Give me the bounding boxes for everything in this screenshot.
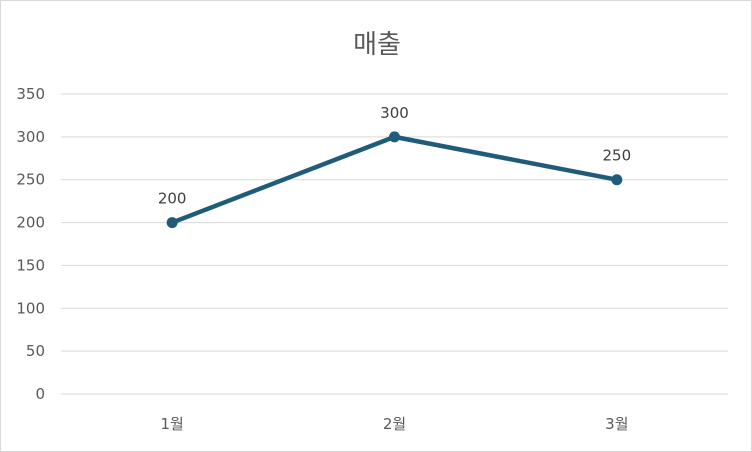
y-tick-label: 50 [26,342,45,360]
y-tick-label: 350 [16,85,45,103]
data-point [389,131,400,143]
y-tick-label: 250 [16,171,45,189]
data-point [166,217,178,229]
data-point [611,174,623,186]
data-label: 300 [380,104,409,122]
y-tick-label: 150 [16,256,45,274]
y-tick-label: 300 [16,128,45,146]
data-label: 200 [158,190,187,208]
y-tick-label: 0 [35,385,45,403]
data-labels: 200 300 250 [158,104,631,208]
data-label: 250 [603,147,632,165]
series-layer [166,131,623,229]
y-tick-label: 100 [16,299,45,317]
x-tick-label: 3월 [605,415,628,433]
y-axis-ticks: 0 50 100 150 200 250 300 350 [16,85,45,403]
x-tick-label: 2월 [383,415,406,433]
x-axis-ticks: 1월 2월 3월 [160,415,628,433]
y-tick-label: 200 [16,214,45,232]
chart-title: 매출 [353,30,401,60]
x-tick-label: 1월 [160,415,183,433]
